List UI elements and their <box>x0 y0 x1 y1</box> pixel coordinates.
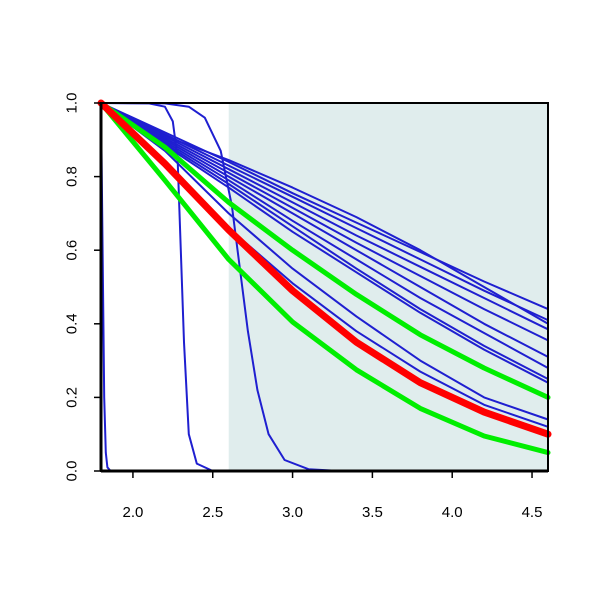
series-line-8-blue <box>100 102 549 369</box>
y-tick-label: 1.0 <box>64 93 81 114</box>
series-line-3-blue <box>100 102 549 472</box>
x-ticks: 2.0 2.5 3.0 3.5 4.0 4.5 <box>122 471 542 521</box>
series-line-11-blue <box>100 102 549 331</box>
y-tick-label: 0.4 <box>64 313 81 334</box>
series-layer <box>97 99 552 472</box>
series-line-6-blue <box>100 102 549 384</box>
x-tick-label: 3.5 <box>362 504 383 521</box>
y-tick-label: 0.6 <box>64 240 81 261</box>
y-tick-label: 0.8 <box>64 166 81 187</box>
x-tick-label: 4.5 <box>522 504 543 521</box>
series-line-14-blue <box>100 102 549 325</box>
y-ticks: 0.0 0.2 0.4 0.6 0.8 1.0 <box>64 93 101 482</box>
series-line-7-blue <box>100 102 549 380</box>
series-line-16-green <box>98 100 551 400</box>
x-tick-label: 2.0 <box>122 504 143 521</box>
x-tick-label: 2.5 <box>202 504 223 521</box>
y-tick-label: 0.0 <box>64 461 81 482</box>
x-tick-label: 4.0 <box>442 504 463 521</box>
y-tick-label: 0.2 <box>64 387 81 408</box>
series-line-9-blue <box>100 102 549 358</box>
series-line-2-blue <box>100 102 549 472</box>
series-line-5-blue <box>100 102 549 421</box>
series-line-10-blue <box>100 102 549 342</box>
x-tick-label: 3.0 <box>282 504 303 521</box>
series-line-17-red <box>97 99 552 438</box>
series-line-13-blue <box>100 102 549 311</box>
series-line-15-green <box>98 100 551 456</box>
